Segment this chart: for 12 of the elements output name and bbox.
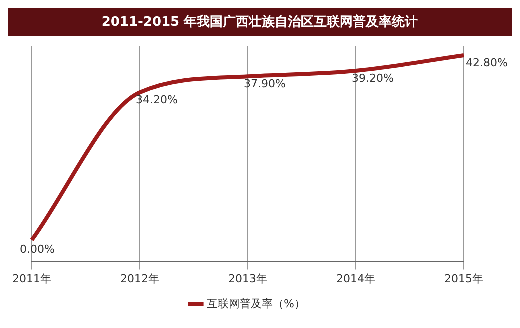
x-tick-label: 2015年 — [444, 272, 484, 286]
x-tick-label: 2011年 — [12, 272, 52, 286]
x-tick-label: 2012年 — [120, 272, 160, 286]
chart-title: 2011-2015 年我国广西壮族自治区互联网普及率统计 — [8, 8, 512, 36]
data-label: 37.90% — [244, 78, 286, 91]
x-tick-label: 2013年 — [228, 272, 268, 286]
data-label: 39.20% — [352, 72, 394, 85]
data-label: 42.80% — [466, 56, 508, 70]
x-tick-label: 2014年 — [336, 272, 376, 286]
data-label: 0.00% — [20, 243, 55, 256]
legend-label: 互联网普及率（%） — [207, 297, 306, 310]
data-label: 34.20% — [136, 93, 178, 106]
